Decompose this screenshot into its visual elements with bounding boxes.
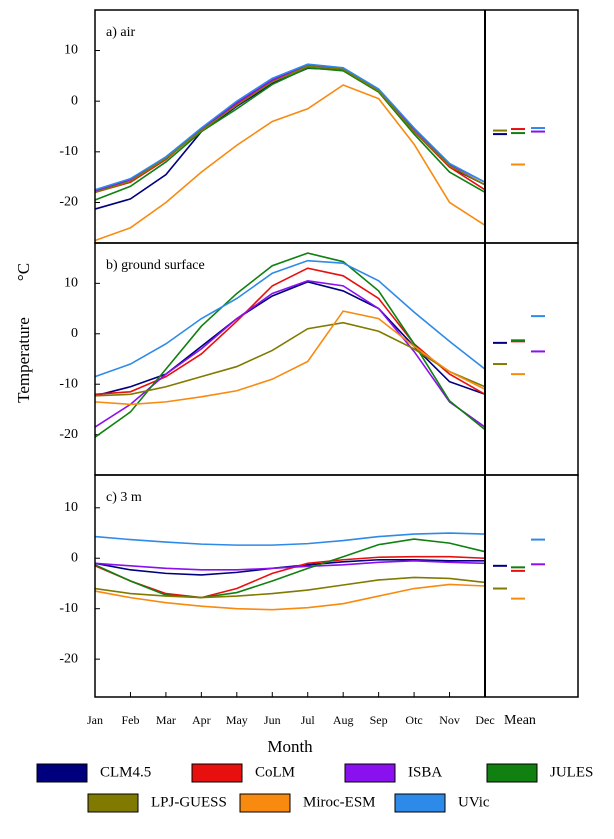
y-tick-label: -10 (59, 376, 78, 391)
series-line (94, 576, 486, 599)
panel-frame (94, 474, 579, 698)
y-tick-label: 10 (64, 276, 78, 291)
series-line (94, 538, 486, 599)
series-line (94, 65, 486, 194)
series-line (94, 63, 486, 193)
legend-label: LPJ-GUESS (151, 794, 227, 810)
legend-label: UVic (458, 794, 490, 810)
series-line (94, 63, 486, 191)
x-tick-label: Nov (439, 713, 460, 727)
x-tick-label: Otc (405, 713, 422, 727)
panel-title: b) ground surface (106, 258, 205, 273)
y-tick-label: -20 (59, 427, 78, 442)
legend-label: CLM4.5 (100, 764, 151, 780)
panel-title: c) 3 m (106, 490, 142, 505)
panel-frame (94, 9, 579, 244)
x-tick-label: Sep (370, 713, 388, 727)
legend-label: Miroc-ESM (303, 794, 376, 810)
x-tick-label: Jan (87, 713, 103, 727)
y-tick-label: -20 (59, 195, 78, 210)
y-tick-label: 10 (64, 500, 78, 515)
legend-swatch (394, 793, 446, 813)
series-line (94, 583, 486, 611)
x-tick-label: Aug (333, 713, 354, 727)
x-tick-label: Jul (301, 713, 316, 727)
series-line (94, 321, 486, 397)
series-line (94, 67, 486, 210)
legend-swatch (87, 793, 139, 813)
series-line (94, 66, 486, 201)
y-tick-label: -10 (59, 144, 78, 159)
series-line (94, 310, 486, 406)
panel-title: a) air (106, 25, 135, 40)
legend-swatch (344, 763, 396, 783)
legend-label: JULES (550, 764, 593, 780)
x-tick-label: Jun (264, 713, 281, 727)
series-line (94, 532, 486, 546)
y-tick-label: 0 (71, 93, 78, 108)
legend-swatch (191, 763, 243, 783)
x-tick-label: Apr (192, 713, 211, 727)
series-line (94, 64, 486, 194)
series-line (94, 259, 486, 378)
x-tick-label: Dec (475, 713, 494, 727)
legend-swatch (486, 763, 538, 783)
legend-label: CoLM (255, 764, 295, 780)
series-line (94, 252, 486, 438)
series-line (94, 280, 486, 428)
legend-swatch (36, 763, 88, 783)
y-axis-unit: °C (14, 263, 33, 281)
panel-frame (94, 242, 579, 476)
series-line (94, 559, 486, 571)
y-tick-label: 0 (71, 326, 78, 341)
y-tick-label: 0 (71, 550, 78, 565)
x-axis-label: Month (267, 737, 313, 756)
legend-swatch (239, 793, 291, 813)
x-tick-label: Feb (121, 713, 139, 727)
legend-label: ISBA (408, 764, 442, 780)
y-axis-label: Temperature (14, 317, 33, 403)
mean-label: Mean (504, 713, 536, 728)
x-tick-label: Mar (156, 713, 176, 727)
y-tick-label: 10 (64, 43, 78, 58)
x-tick-label: May (226, 713, 248, 727)
series-line (94, 84, 486, 242)
series-line (94, 555, 486, 599)
y-tick-label: -20 (59, 651, 78, 666)
y-tick-label: -10 (59, 601, 78, 616)
